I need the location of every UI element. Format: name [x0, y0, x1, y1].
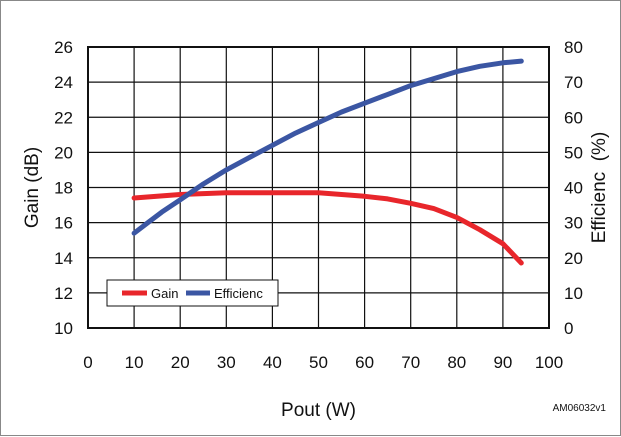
x-tick-label: 100	[535, 353, 563, 372]
y-tick-label: 26	[54, 38, 73, 57]
x-tick-label: 50	[309, 353, 328, 372]
legend-label-gain: Gain	[151, 286, 178, 301]
y2-tick-label: 50	[564, 143, 583, 162]
y-tick-label: 10	[54, 319, 73, 338]
legend-label-efficienc: Efficienc	[214, 286, 263, 301]
x-tick-label: 0	[83, 353, 92, 372]
y2-tick-label: 30	[564, 214, 583, 233]
y-axis-title: Gain (dB)	[22, 147, 43, 228]
figure-code: AM06032v1	[553, 403, 607, 414]
x-tick-label: 40	[263, 353, 282, 372]
x-tick-label: 70	[401, 353, 420, 372]
x-axis-title: Pout (W)	[281, 400, 356, 421]
series-line-efficienc	[131, 58, 524, 236]
x-tick-label: 30	[217, 353, 236, 372]
x-tick-label: 10	[125, 353, 144, 372]
y2-tick-label: 0	[564, 319, 573, 338]
plot-frame	[87, 46, 550, 329]
series-layer	[131, 58, 524, 266]
y-tick-label: 14	[54, 249, 73, 268]
x-tick-label: 20	[171, 353, 190, 372]
x-tick-label: 90	[493, 353, 512, 372]
y2-tick-label: 80	[564, 38, 583, 57]
y-tick-label: 22	[54, 108, 73, 127]
y-tick-label: 24	[54, 73, 73, 92]
legend: Gain Efficienc	[106, 279, 279, 307]
y-tick-label: 16	[54, 214, 73, 233]
y2-tick-label: 40	[564, 179, 583, 198]
y-tick-label: 18	[54, 179, 73, 198]
y-tick-label: 20	[54, 143, 73, 162]
y2-tick-label: 70	[564, 73, 583, 92]
ticks-layer: 0 10 20 30 40 50 60 70 80 90 100101214161820222426…	[54, 38, 583, 372]
y2-tick-label: 20	[564, 249, 583, 268]
series-line-gain	[131, 190, 524, 266]
x-tick-label: 80	[447, 353, 466, 372]
y2-tick-label: 10	[564, 284, 583, 303]
y-tick-label: 12	[54, 284, 73, 303]
y2-axis-title: Efficienc (%)	[589, 132, 610, 244]
x-tick-label: 60	[355, 353, 374, 372]
y2-tick-label: 60	[564, 108, 583, 127]
